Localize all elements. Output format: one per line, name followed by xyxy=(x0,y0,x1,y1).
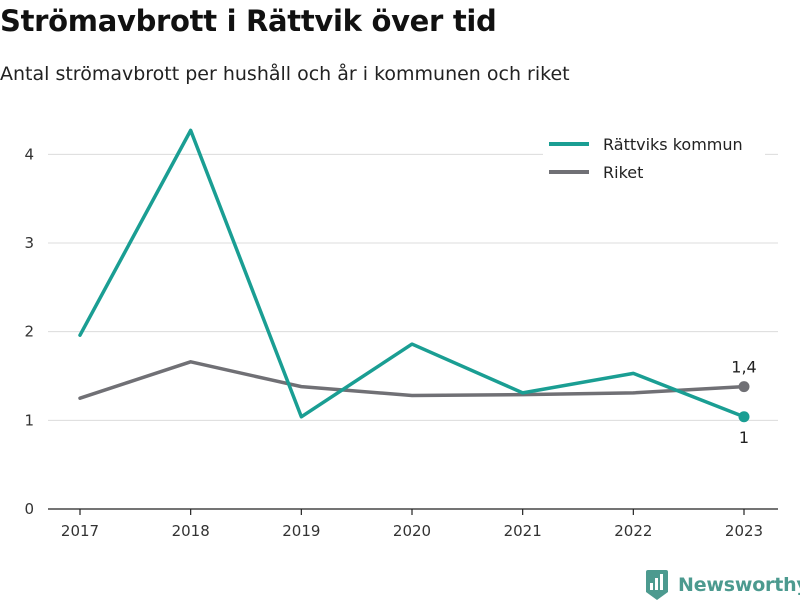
brand-logo: Newsworthy xyxy=(644,569,800,601)
legend-label-rättviks-kommun: Rättviks kommun xyxy=(603,135,743,154)
brand-name: Newsworthy xyxy=(678,574,800,596)
y-tick-label-2: 2 xyxy=(24,323,34,341)
x-tick-label-2019: 2019 xyxy=(282,522,320,540)
x-tick-label-2017: 2017 xyxy=(61,522,99,540)
y-tick-label-3: 3 xyxy=(24,234,34,252)
x-tick-label-2022: 2022 xyxy=(614,522,652,540)
series-lines: 1,41 xyxy=(78,128,757,447)
legend-background xyxy=(543,128,765,188)
y-tick-label-1: 1 xyxy=(24,411,34,429)
legend-label-riket: Riket xyxy=(603,163,643,182)
bar-chart-flag-icon xyxy=(646,570,668,600)
x-tick-label-2018: 2018 xyxy=(172,522,210,540)
legend: Rättviks kommun Riket xyxy=(543,128,765,188)
series-line-riket xyxy=(78,360,746,400)
axes: 0 1 2 3 4 2017 2018 2019 2020 2021 2022 2023 xyxy=(24,145,778,540)
x-tick-label-2023: 2023 xyxy=(725,522,763,540)
chart-subtitle: Antal strömavbrott per hushåll och år i … xyxy=(0,63,570,85)
y-tick-label-4: 4 xyxy=(24,145,34,163)
y-tick-label-0: 0 xyxy=(24,500,34,518)
x-tick-label-2020: 2020 xyxy=(393,522,431,540)
end-point-riket xyxy=(738,381,750,393)
series-line-rättviks-kommun xyxy=(78,128,746,419)
end-point-rättviks-kommun xyxy=(738,411,750,423)
x-tick-label-2021: 2021 xyxy=(504,522,542,540)
end-label-riket: 1,4 xyxy=(731,358,756,377)
end-label-rättviks-kommun: 1 xyxy=(739,428,749,447)
chart-title: Strömavbrott i Rättvik över tid xyxy=(0,4,497,38)
